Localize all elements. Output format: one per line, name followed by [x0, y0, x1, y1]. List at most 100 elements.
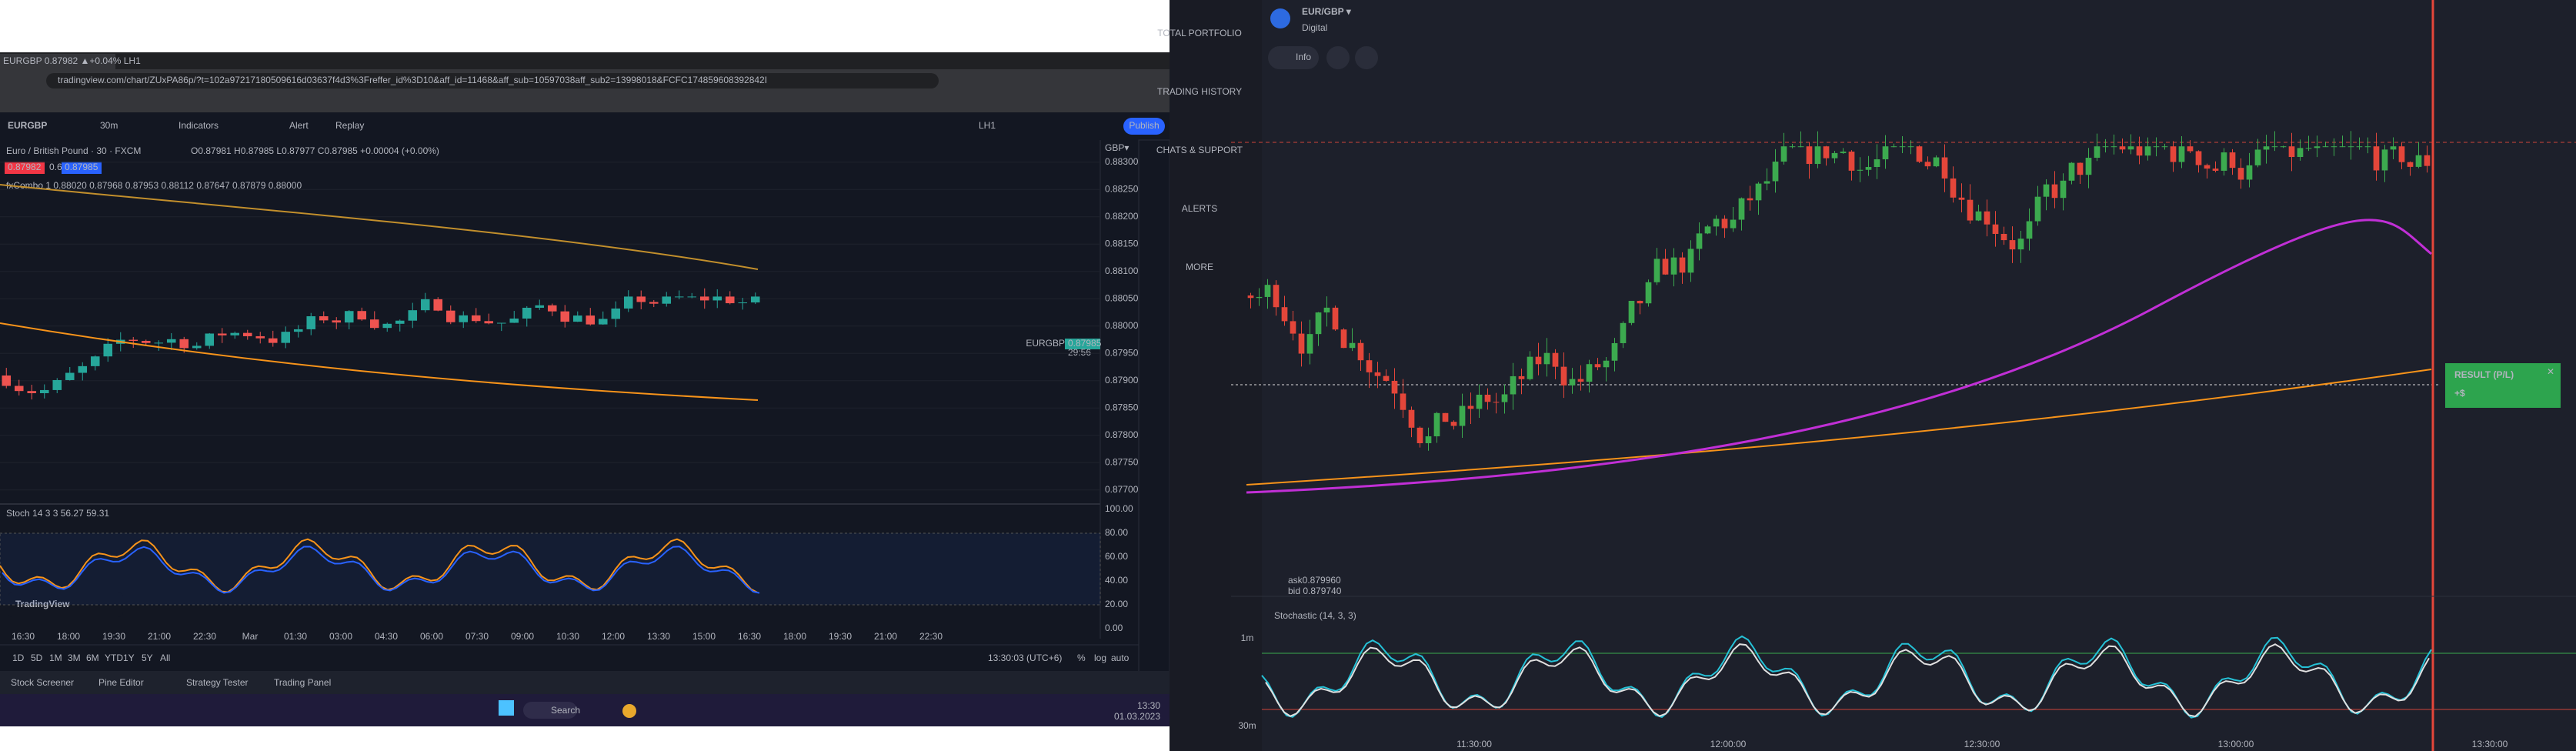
- panel-tab[interactable]: Trading Panel: [274, 677, 331, 688]
- candle: [1459, 406, 1466, 426]
- sidebar-item[interactable]: TOTAL PORTFOLIO: [1157, 28, 1242, 38]
- bid-box[interactable]: [5, 162, 45, 174]
- symbol[interactable]: EURGBP: [8, 120, 47, 131]
- candle: [2381, 149, 2388, 171]
- candle: [1391, 380, 1398, 394]
- price-tick: 0.87750: [1105, 456, 1139, 467]
- candle: [1857, 169, 1864, 171]
- indicators[interactable]: Indicators: [179, 120, 219, 131]
- candle: [1687, 249, 1694, 273]
- range-button[interactable]: 1D: [12, 653, 25, 663]
- alert-button[interactable]: [1326, 46, 1350, 69]
- sidebar: [1170, 0, 1230, 751]
- range-button[interactable]: 1Y: [123, 653, 135, 663]
- sidebar-item[interactable]: ALERTS: [1182, 203, 1217, 214]
- time-tick: 11:30:00: [1457, 739, 1492, 749]
- candle: [344, 311, 354, 323]
- candle: [1874, 159, 1880, 168]
- browser-icon[interactable]: [622, 704, 636, 718]
- panel-tab[interactable]: Strategy Tester: [186, 677, 248, 688]
- candle: [2085, 158, 2092, 175]
- tab-title: EURGBP 0.87982 ▲+0.04% LH1: [3, 55, 141, 66]
- range-button[interactable]: 5D: [31, 653, 43, 663]
- candle: [738, 302, 748, 304]
- candle: [1340, 329, 1347, 349]
- tab[interactable]: [0, 54, 115, 69]
- candle: [1416, 427, 1423, 444]
- candle: [433, 299, 443, 311]
- time-tick: 16:30: [738, 631, 761, 642]
- chart-toolbar: [0, 112, 1170, 140]
- candle: [1941, 157, 1948, 179]
- panel-tab[interactable]: Pine Editor: [98, 677, 144, 688]
- ask-price: ask0.879960: [1288, 575, 1341, 586]
- sidebar-item[interactable]: MORE: [1186, 262, 1213, 272]
- candle: [242, 332, 252, 336]
- sidebar-item[interactable]: CHATS & SUPPORT: [1156, 145, 1243, 155]
- candle: [2305, 148, 2312, 149]
- replay[interactable]: Replay: [335, 120, 364, 131]
- price-tick: 0.88250: [1105, 183, 1139, 194]
- candle: [1797, 146, 1804, 148]
- candle: [395, 320, 405, 324]
- candle: [1527, 356, 1533, 379]
- range-button[interactable]: 3M: [68, 653, 81, 663]
- timeframe[interactable]: 1m: [1241, 633, 1254, 643]
- candle: [572, 315, 582, 322]
- candle: [27, 391, 37, 394]
- candle: [2398, 146, 2405, 162]
- range-button[interactable]: All: [160, 653, 170, 663]
- range-button[interactable]: 1M: [49, 653, 62, 663]
- time-tick: 12:30:00: [1964, 739, 2000, 749]
- candle: [2, 376, 12, 386]
- candle: [2077, 162, 2084, 175]
- sidebar-item[interactable]: TRADING HISTORY: [1157, 86, 1242, 97]
- range-button[interactable]: 5Y: [142, 653, 153, 663]
- candle: [1713, 219, 1720, 227]
- timeframe[interactable]: 30m: [1238, 720, 1256, 731]
- candle: [1281, 307, 1288, 322]
- candle: [1518, 376, 1525, 379]
- time-tick: 12:00: [602, 631, 625, 642]
- candle: [103, 343, 113, 357]
- range-button[interactable]: YTD: [105, 653, 123, 663]
- info-button[interactable]: [1268, 46, 1319, 69]
- start-icon[interactable]: [499, 700, 514, 716]
- candle: [1865, 167, 1872, 170]
- tool-column: [1230, 0, 1262, 751]
- url-field[interactable]: [46, 73, 939, 88]
- search-box[interactable]: [523, 702, 577, 719]
- price-tag-symbol: EURGBP: [1026, 338, 1065, 349]
- candle: [319, 315, 329, 321]
- favorite-button[interactable]: [1355, 46, 1378, 69]
- publish-button[interactable]: [1123, 118, 1165, 135]
- candle: [662, 296, 672, 304]
- candle: [1450, 422, 1457, 426]
- scale-option[interactable]: %: [1077, 653, 1086, 663]
- candle: [1620, 322, 1627, 343]
- candle: [166, 339, 176, 343]
- interval[interactable]: 30m: [100, 120, 118, 131]
- price-tick: 0.87900: [1105, 375, 1139, 386]
- time-tick: 07:30: [465, 631, 489, 642]
- candle: [598, 319, 608, 325]
- range-button[interactable]: 6M: [86, 653, 99, 663]
- candle: [1467, 406, 1474, 409]
- layout[interactable]: LH1: [979, 120, 996, 131]
- candle: [1543, 352, 1550, 365]
- asset[interactable]: EUR/GBP ▾: [1302, 6, 1352, 17]
- candle: [1577, 379, 1584, 382]
- candle: [1823, 146, 1830, 159]
- alert[interactable]: Alert: [289, 120, 309, 131]
- candle: [623, 296, 633, 309]
- taskbar-date: 01.03.2023: [1114, 711, 1160, 722]
- close-result[interactable]: ✕: [2547, 366, 2554, 377]
- panel-tab[interactable]: Stock Screener: [11, 677, 74, 688]
- candle: [1535, 356, 1542, 365]
- scale-option[interactable]: auto: [1111, 653, 1130, 663]
- candle: [1772, 162, 1779, 182]
- search: Search: [551, 705, 580, 716]
- scale-option[interactable]: log: [1094, 653, 1106, 663]
- ask-box[interactable]: [62, 162, 102, 174]
